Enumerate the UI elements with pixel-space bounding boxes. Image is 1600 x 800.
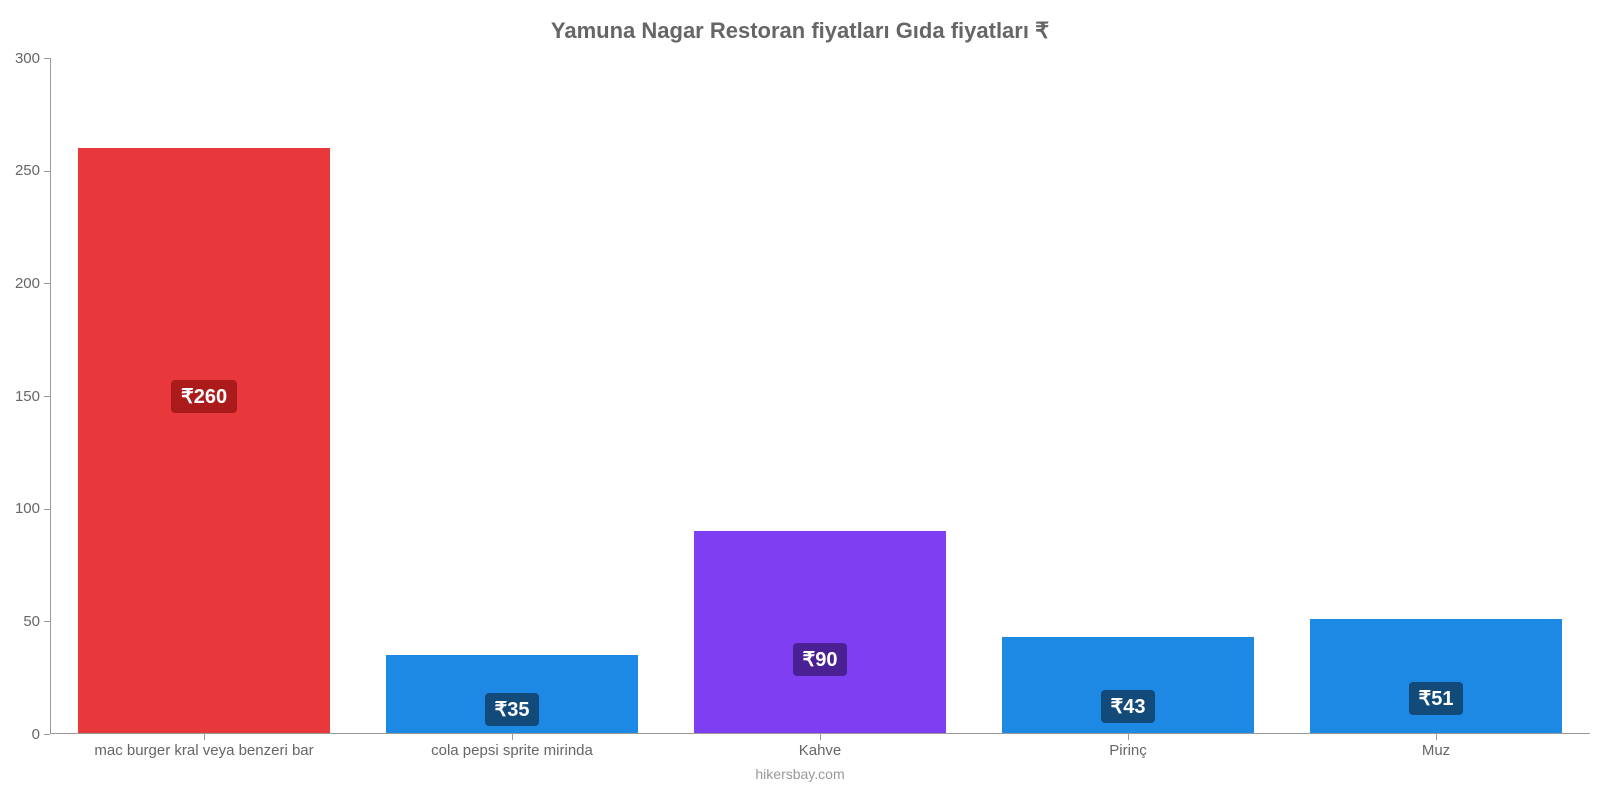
y-tick-label: 300: [0, 50, 40, 67]
y-tick: [44, 58, 50, 59]
x-tick: [204, 734, 205, 740]
y-tick: [44, 509, 50, 510]
y-axis: [50, 58, 51, 734]
bar: [1310, 619, 1563, 733]
x-category-label: mac burger kral veya benzeri bar: [50, 742, 358, 759]
y-tick: [44, 396, 50, 397]
y-tick-label: 250: [0, 162, 40, 179]
x-tick: [820, 734, 821, 740]
x-category-label: Muz: [1282, 742, 1590, 759]
bar: [78, 148, 331, 733]
bar-value-badge: ₹35: [485, 693, 540, 726]
x-category-label: cola pepsi sprite mirinda: [358, 742, 666, 759]
x-category-label: Pirinç: [974, 742, 1282, 759]
y-tick-label: 150: [0, 388, 40, 405]
y-tick: [44, 621, 50, 622]
y-tick: [44, 734, 50, 735]
price-bar-chart: Yamuna Nagar Restoran fiyatları Gıda fiy…: [0, 0, 1600, 800]
chart-attribution: hikersbay.com: [0, 766, 1600, 782]
x-tick: [1436, 734, 1437, 740]
x-tick: [512, 734, 513, 740]
y-tick-label: 0: [0, 726, 40, 743]
bar-value-badge: ₹90: [793, 643, 848, 676]
bar: [694, 531, 947, 733]
bar-value-badge: ₹51: [1409, 682, 1464, 715]
bar-value-badge: ₹260: [171, 380, 237, 413]
y-tick: [44, 283, 50, 284]
y-tick-label: 100: [0, 500, 40, 517]
x-tick: [1128, 734, 1129, 740]
chart-title: Yamuna Nagar Restoran fiyatları Gıda fiy…: [0, 0, 1600, 44]
y-tick-label: 50: [0, 613, 40, 630]
x-category-label: Kahve: [666, 742, 974, 759]
plot-area: 050100150200250300mac burger kral veya b…: [50, 58, 1590, 734]
bar-value-badge: ₹43: [1101, 690, 1156, 723]
y-tick-label: 200: [0, 275, 40, 292]
y-tick: [44, 171, 50, 172]
